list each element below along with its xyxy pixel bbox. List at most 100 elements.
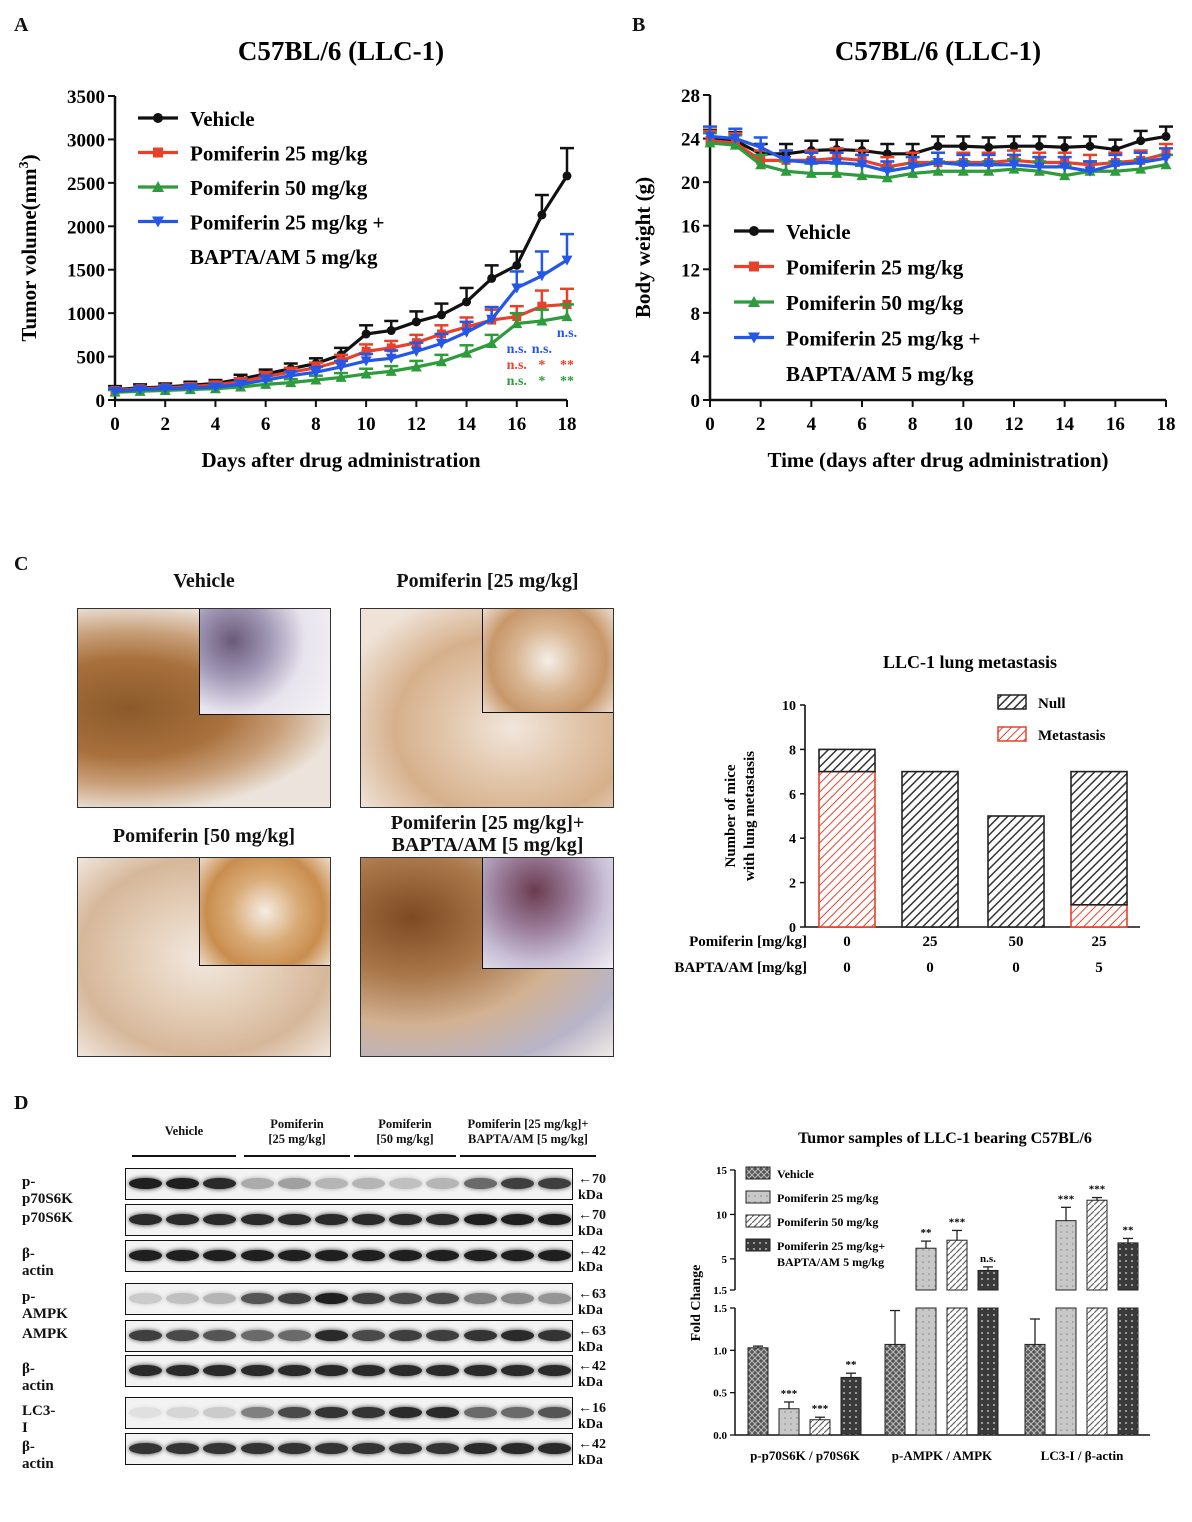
chart-c-cat-row1: 25 bbox=[923, 934, 938, 950]
western-band bbox=[277, 1443, 311, 1454]
ihc-label-pom25: Pomiferin [25 mg/kg] bbox=[396, 570, 579, 592]
western-band bbox=[203, 1214, 237, 1225]
chart-a-point bbox=[386, 343, 396, 353]
chart-c-lung-metastasis: LLC-1 lung metastasis 0 2 4 6 8 10 Number of mi… bbox=[674, 652, 1140, 976]
chart-a-point bbox=[285, 371, 297, 382]
western-band bbox=[203, 1365, 237, 1376]
western-band bbox=[463, 1293, 497, 1304]
western-blot-strip bbox=[125, 1355, 573, 1387]
chart-b-point bbox=[856, 170, 868, 181]
western-blot-strip bbox=[125, 1283, 573, 1315]
western-band bbox=[426, 1443, 460, 1454]
chart-d-y-label: Fold Change bbox=[689, 1265, 704, 1342]
chart-c-bar-segment bbox=[901, 770, 959, 928]
western-blot-label: p-AMPK bbox=[22, 1289, 68, 1322]
panel-letter-d: D bbox=[14, 1092, 29, 1114]
western-band bbox=[352, 1443, 386, 1454]
chart-a-point bbox=[537, 210, 547, 220]
western-band bbox=[203, 1178, 237, 1189]
chart-b-y-label-text: Body weight (g) bbox=[631, 177, 655, 318]
chart-d-legend-label: Vehicle bbox=[777, 1167, 815, 1181]
chart-a-x-tick-label: 10 bbox=[357, 414, 376, 435]
chart-a-point bbox=[260, 375, 272, 386]
chart-b-point bbox=[856, 160, 868, 171]
western-band bbox=[203, 1293, 237, 1304]
western-band bbox=[500, 1365, 534, 1376]
chart-a-point bbox=[310, 374, 322, 385]
chart-a-y-tick-label: 3500 bbox=[67, 87, 105, 108]
western-group-line1: Pomiferin bbox=[378, 1117, 432, 1131]
chart-b-point bbox=[1160, 159, 1172, 170]
western-band bbox=[500, 1250, 534, 1261]
chart-a-x-tick-label: 4 bbox=[211, 414, 221, 435]
western-group-line2: [25 mg/kg] bbox=[268, 1132, 326, 1146]
chart-c-cat-row1: 50 bbox=[1009, 934, 1024, 950]
chart-b-y-label: Body weight (g) bbox=[631, 177, 655, 318]
chart-d-bar bbox=[946, 1307, 968, 1436]
chart-b-point bbox=[881, 172, 893, 183]
chart-a-legend-marker bbox=[153, 147, 163, 158]
chart-d-category-label: p-AMPK / AMPK bbox=[892, 1448, 993, 1463]
chart-d-bar bbox=[1055, 1307, 1077, 1436]
western-band bbox=[426, 1330, 460, 1341]
western-band bbox=[129, 1407, 163, 1418]
western-band bbox=[203, 1330, 237, 1341]
western-band bbox=[166, 1407, 200, 1418]
western-blot-label: p70S6K bbox=[22, 1210, 73, 1226]
western-band bbox=[389, 1250, 423, 1261]
chart-b-point bbox=[957, 160, 969, 171]
chart-d-y-tick-label: 10 bbox=[716, 1209, 728, 1221]
chart-c-y-tick-label: 0 bbox=[789, 921, 796, 936]
chart-a-y-label: Tumor volume(mm3) bbox=[17, 154, 41, 341]
chart-b-point bbox=[755, 142, 767, 153]
chart-b-point bbox=[1008, 160, 1020, 171]
chart-c-cat-row2: 0 bbox=[843, 960, 851, 976]
chart-b-legend-label: Pomiferin 25 mg/kg + bbox=[786, 327, 981, 351]
chart-b-point bbox=[780, 155, 792, 166]
western-band bbox=[463, 1250, 497, 1261]
chart-a-point bbox=[562, 171, 572, 181]
western-band bbox=[389, 1214, 423, 1225]
western-kda-marker: ←42 kDa bbox=[578, 1244, 606, 1275]
chart-a-legend-marker bbox=[153, 113, 163, 123]
chart-b-point bbox=[805, 167, 817, 178]
chart-a-legend-marker bbox=[152, 181, 164, 192]
chart-b-legend-marker bbox=[749, 226, 759, 236]
chart-a-x-tick-label: 6 bbox=[261, 414, 271, 435]
chart-a-y-tick-label: 0 bbox=[96, 391, 106, 412]
chart-d-bar bbox=[977, 1269, 999, 1291]
chart-d-bar bbox=[884, 1343, 906, 1436]
chart-d-significance: ** bbox=[921, 1227, 933, 1239]
chart-a-point bbox=[235, 379, 247, 390]
western-blot-label: AMPK bbox=[22, 1326, 68, 1342]
chart-b-x-tick-label: 2 bbox=[756, 414, 766, 435]
western-band bbox=[277, 1214, 311, 1225]
western-band bbox=[314, 1214, 348, 1225]
chart-a-point bbox=[285, 377, 297, 388]
chart-b-point bbox=[704, 137, 716, 148]
western-group-line1: Pomiferin bbox=[270, 1117, 324, 1131]
chart-b-point bbox=[1109, 165, 1121, 176]
chart-c-cat-row2: 0 bbox=[1012, 960, 1020, 976]
western-band bbox=[352, 1214, 386, 1225]
chart-d-legend-label: Pomiferin 25 mg/kg+ bbox=[777, 1239, 885, 1253]
chart-a-point bbox=[335, 371, 347, 382]
western-group-label: Pomiferin [25 mg/kg]+ BAPTA/AM [5 mg/kg] bbox=[460, 1117, 596, 1147]
chart-b-point bbox=[1060, 142, 1070, 152]
western-band bbox=[389, 1443, 423, 1454]
chart-a-point bbox=[410, 361, 422, 372]
chart-b-point bbox=[1136, 136, 1146, 146]
western-band bbox=[166, 1214, 200, 1225]
chart-a-point bbox=[209, 382, 221, 393]
chart-a-point bbox=[487, 273, 497, 283]
chart-d-y-tick-label: 1.0 bbox=[713, 1345, 727, 1357]
chart-a-x-tick-label: 12 bbox=[407, 414, 426, 435]
chart-a-point bbox=[511, 318, 523, 329]
western-band bbox=[277, 1250, 311, 1261]
chart-d-legend-label: Pomiferin 25 mg/kg bbox=[777, 1191, 878, 1205]
chart-b-point bbox=[1084, 166, 1096, 177]
chart-a-x-tick-label: 8 bbox=[311, 414, 321, 435]
chart-a-x-tick-label: 0 bbox=[110, 414, 120, 435]
western-band bbox=[314, 1443, 348, 1454]
chart-b-point bbox=[1059, 170, 1071, 181]
